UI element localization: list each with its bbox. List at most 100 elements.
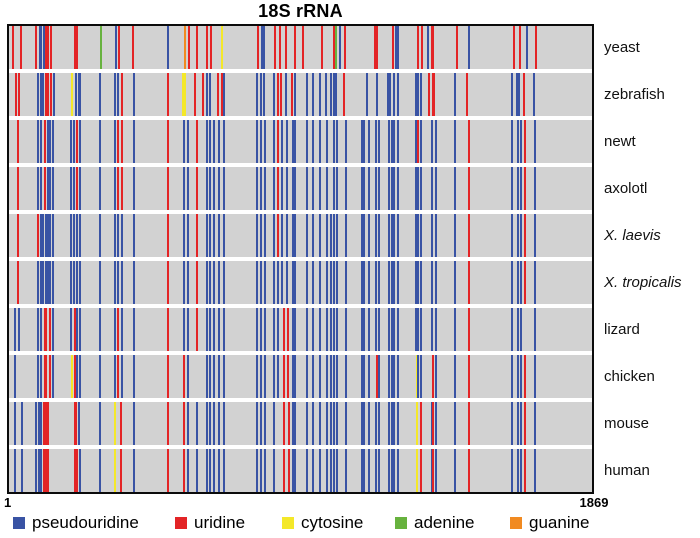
modification-mark-pseudouridine [285, 167, 288, 210]
modification-mark-uridine [202, 73, 205, 116]
modification-mark-pseudouridine [256, 120, 259, 163]
modification-mark-uridine [431, 73, 434, 116]
modification-mark-uridine [167, 214, 170, 257]
species-track-newt [9, 120, 592, 163]
legend-label-uridine: uridine [194, 513, 246, 532]
modification-mark-pseudouridine [51, 308, 54, 351]
modification-mark-pseudouridine [99, 167, 102, 210]
x-axis-min-label: 1 [4, 495, 12, 510]
modification-mark-pseudouridine [208, 449, 211, 492]
modification-mark-uridine [167, 73, 170, 116]
modification-mark-pseudouridine [99, 120, 102, 163]
modification-mark-pseudouridine [133, 355, 136, 398]
modification-mark-pseudouridine [187, 402, 190, 445]
modification-mark-pseudouridine [70, 167, 73, 210]
modification-mark-uridine [279, 73, 282, 116]
modification-mark-pseudouridine [72, 214, 75, 257]
modification-mark-pseudouridine [218, 355, 221, 398]
modification-mark-pseudouridine [335, 214, 338, 257]
modification-mark-pseudouridine [259, 402, 262, 445]
modification-mark-pseudouridine [284, 73, 287, 116]
modification-mark-pseudouridine [79, 73, 82, 116]
modification-mark-uridine [468, 167, 471, 210]
modification-mark-uridine [332, 26, 335, 69]
modification-mark-pseudouridine [426, 26, 429, 69]
modification-mark-pseudouridine [419, 308, 422, 351]
modification-mark-pseudouridine [35, 402, 38, 445]
modification-mark-pseudouridine [454, 214, 457, 257]
modification-mark-pseudouridine [360, 308, 363, 351]
modification-mark-uridine [277, 73, 280, 116]
species-label-human: human [604, 462, 650, 479]
modification-mark-pseudouridine [280, 214, 283, 257]
plot-area [7, 24, 594, 494]
modification-mark-pseudouridine [206, 449, 209, 492]
modification-mark-pseudouridine [434, 308, 437, 351]
modification-mark-uridine [49, 26, 52, 69]
modification-mark-pseudouridine [272, 214, 275, 257]
modification-mark-pseudouridine [363, 261, 366, 304]
modification-mark-pseudouridine [272, 73, 275, 116]
species-label-newt: newt [604, 133, 636, 150]
modification-mark-pseudouridine [397, 449, 400, 492]
modification-mark-pseudouridine [334, 73, 337, 116]
modification-mark-pseudouridine [378, 214, 381, 257]
modification-mark-pseudouridine [51, 214, 54, 257]
modification-mark-pseudouridine [318, 402, 321, 445]
modification-mark-pseudouridine [419, 120, 422, 163]
modification-mark-uridine [468, 120, 471, 163]
modification-mark-pseudouridine [13, 402, 16, 445]
modification-mark-pseudouridine [378, 120, 381, 163]
modification-mark-pseudouridine [367, 120, 370, 163]
modification-mark-pseudouridine [46, 120, 49, 163]
modification-mark-pseudouridine [430, 261, 433, 304]
modification-mark-pseudouridine [454, 73, 457, 116]
modification-mark-pseudouridine [223, 355, 226, 398]
legend: pseudouridine uridine cytosine adenine guani… [0, 512, 700, 536]
modification-mark-pseudouridine [263, 308, 266, 351]
modification-mark-pseudouridine [256, 308, 259, 351]
modification-mark-uridine [468, 355, 471, 398]
modification-mark-pseudouridine [51, 261, 54, 304]
modification-mark-uridine [456, 26, 459, 69]
modification-mark-uridine [523, 73, 526, 116]
modification-mark-pseudouridine [259, 120, 262, 163]
modification-mark-pseudouridine [213, 402, 216, 445]
modification-mark-pseudouridine [77, 402, 80, 445]
modification-mark-pseudouridine [38, 26, 41, 69]
species-track-lizard [9, 308, 592, 351]
modification-mark-uridine [11, 26, 14, 69]
modification-mark-pseudouridine [390, 449, 393, 492]
modification-mark-pseudouridine [218, 402, 221, 445]
modification-mark-uridine [14, 73, 17, 116]
modification-mark-pseudouridine [259, 308, 262, 351]
modification-mark-pseudouridine [37, 402, 40, 445]
modification-mark-uridine [167, 449, 170, 492]
modification-mark-pseudouridine [393, 449, 396, 492]
modification-mark-pseudouridine [293, 261, 296, 304]
modification-mark-pseudouridine [256, 73, 259, 116]
modification-mark-pseudouridine [99, 449, 102, 492]
modification-mark-uridine [196, 214, 199, 257]
modification-mark-pseudouridine [393, 120, 396, 163]
modification-mark-pseudouridine [387, 355, 390, 398]
modification-mark-pseudouridine [76, 308, 79, 351]
modification-mark-uridine [117, 167, 120, 210]
modification-mark-pseudouridine [517, 449, 520, 492]
modification-mark-pseudouridine [206, 120, 209, 163]
modification-mark-uridine [183, 402, 186, 445]
modification-mark-pseudouridine [46, 167, 49, 210]
modification-mark-pseudouridine [114, 167, 117, 210]
modification-mark-pseudouridine [260, 26, 263, 69]
modification-mark-uridine [468, 261, 471, 304]
legend-label-cytosine: cytosine [301, 513, 364, 532]
modification-mark-pseudouridine [375, 73, 378, 116]
modification-mark-pseudouridine [259, 355, 262, 398]
modification-mark-uridine [183, 449, 186, 492]
modification-mark-pseudouridine [223, 73, 226, 116]
modification-mark-pseudouridine [534, 120, 537, 163]
modification-mark-pseudouridine [325, 167, 328, 210]
modification-mark-pseudouridine [206, 261, 209, 304]
modification-mark-pseudouridine [133, 402, 136, 445]
modification-mark-pseudouridine [434, 355, 437, 398]
